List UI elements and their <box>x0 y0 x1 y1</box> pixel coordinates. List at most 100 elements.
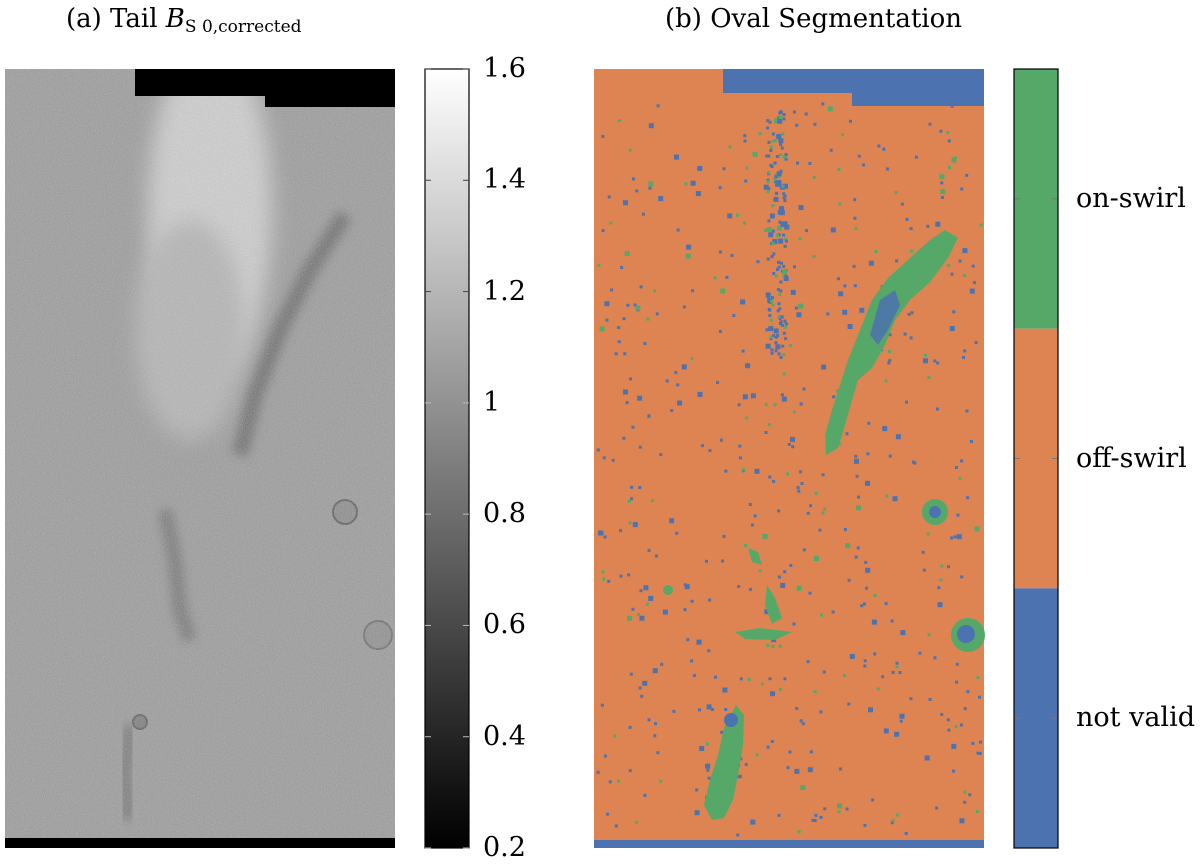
segmentation-pixel <box>952 769 955 773</box>
segmentation-pixel <box>769 337 773 341</box>
segmentation-pixel <box>699 746 705 751</box>
segmentation-pixel <box>965 409 969 413</box>
segmentation-pixel <box>789 344 793 347</box>
segmentation-pixel <box>624 250 630 256</box>
segmentation-pixel <box>799 470 802 474</box>
segmentation-pixel <box>821 473 825 477</box>
segmentation-pixel <box>974 526 980 532</box>
colorbar-class-label: not valid <box>1076 702 1195 734</box>
segmentation-pixel <box>745 363 751 369</box>
segmentation-pixel <box>765 343 771 349</box>
segmentation-pixel <box>630 497 634 501</box>
segmentation-pixel <box>730 253 734 257</box>
colorbar-tick-label: 1.6 <box>483 53 526 84</box>
segmentation-pixel <box>788 750 792 754</box>
segmentation-pixel <box>863 664 867 668</box>
segmentation-pixel <box>963 349 967 353</box>
segmentation-pixel <box>963 274 967 277</box>
segmentation-pixel <box>766 119 770 123</box>
segmentation-pixel <box>873 652 877 656</box>
segmentation-pixel <box>845 432 849 436</box>
segmentation-pixel <box>707 649 711 653</box>
segmentation-pixel <box>635 305 641 311</box>
segmentation-pixel <box>956 513 960 517</box>
segmentation-pixel <box>962 355 965 359</box>
segmentation-pixel <box>718 329 722 333</box>
segmentation-pixel <box>690 357 694 361</box>
segmentation-pixel <box>949 326 955 331</box>
segmentation-pixel <box>978 695 981 699</box>
segmentation-pixel <box>770 740 774 743</box>
segmentation-pixel <box>965 173 969 177</box>
segmentation-pixel <box>853 216 857 220</box>
segmentation-pixel <box>891 819 895 823</box>
segmentation-pixel <box>610 288 614 292</box>
segmentation-pixel <box>928 698 932 701</box>
segmentation-pixel <box>778 317 782 320</box>
segmentation-pixel <box>778 307 782 311</box>
segmentation-pixel <box>643 585 649 591</box>
not-valid-region <box>870 290 900 345</box>
segmentation-pixel <box>654 554 658 558</box>
segmentation-pixel <box>766 227 772 233</box>
segmentation-pixel <box>782 117 786 121</box>
segmentation-pixel <box>784 322 788 326</box>
segmentation-pixel <box>881 675 885 679</box>
segmentation-pixel <box>675 531 679 535</box>
segmentation-pixel <box>953 535 957 539</box>
colorbar-tick-label: 0.8 <box>483 498 526 530</box>
segmentation-pixel <box>601 570 605 574</box>
segmentation-pixel <box>772 334 775 338</box>
segmentation-pixel <box>771 204 775 208</box>
segmentation-pixel <box>928 122 932 126</box>
segmentation-pixel <box>647 718 651 722</box>
segmentation-pixel <box>627 573 631 577</box>
segmentation-pixel <box>937 586 941 590</box>
segmentation-pixel <box>974 341 978 345</box>
segmentation-pixel <box>968 793 972 797</box>
colorbar-class-swatch <box>1014 588 1058 848</box>
segmentation-pixel <box>738 444 742 448</box>
colorbar-tick-label: 0.2 <box>483 832 526 863</box>
segmentation-pixel <box>752 151 758 157</box>
segmentation-pixel <box>766 180 770 184</box>
segmentation-pixel <box>905 400 908 404</box>
segmentation-pixel <box>745 166 749 170</box>
segmentation-pixel <box>779 261 783 265</box>
segmentation-pixel <box>620 266 624 269</box>
segmentation-pixel <box>748 503 752 506</box>
segmentation-pixel <box>808 162 812 165</box>
segmentation-pixel <box>622 317 626 321</box>
segmentation-pixel <box>843 284 847 288</box>
segmentation-pixel <box>812 175 816 179</box>
segmentation-pixel <box>762 534 768 539</box>
segmentation-pixel <box>786 766 790 770</box>
segmentation-pixel <box>947 166 951 169</box>
segmentation-pixel <box>718 186 722 190</box>
segmentation-pixel <box>781 344 785 348</box>
segmentation-pixel <box>782 264 786 268</box>
segmentation-pixel <box>705 559 708 563</box>
segmentation-pixel <box>819 710 823 714</box>
segmentation-pixel <box>736 833 740 837</box>
segmentation-pixel <box>629 672 633 676</box>
not-valid-region <box>724 713 738 727</box>
segmentation-pixel <box>772 239 778 245</box>
segmentation-pixel <box>820 613 823 617</box>
segmentation-pixel <box>905 217 909 221</box>
segmentation-pixel <box>955 680 959 684</box>
segmentation-pixel <box>783 194 787 198</box>
segmentation-pixel <box>955 662 959 666</box>
segmentation-pixel <box>921 550 925 554</box>
segmentation-pixel <box>979 740 982 744</box>
segmentation-pixel <box>950 536 954 540</box>
segmentation-pixel <box>926 224 930 228</box>
segmentation-pixel <box>722 687 728 693</box>
segmentation-pixel <box>766 295 770 299</box>
segmentation-pixel <box>781 396 787 402</box>
segmentation-pixel <box>895 434 901 440</box>
segmentation-pixel <box>780 582 786 588</box>
segmentation-pixel <box>800 785 806 791</box>
segmentation-pixel <box>947 728 951 732</box>
segmentation-pixel <box>769 318 773 322</box>
